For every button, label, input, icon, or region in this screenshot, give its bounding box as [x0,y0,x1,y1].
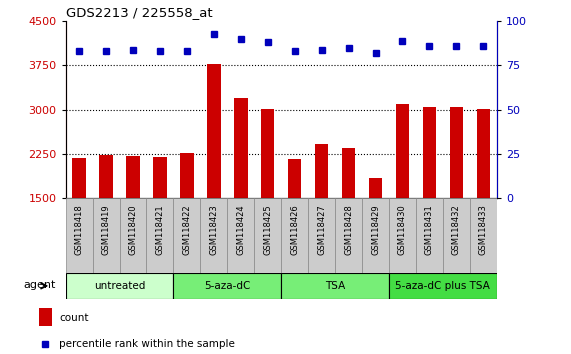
Text: GSM118419: GSM118419 [102,204,111,255]
Text: GSM118425: GSM118425 [263,204,272,255]
Bar [73,158,86,198]
Bar [174,198,200,273]
Bar [369,178,382,198]
Text: GSM118430: GSM118430 [398,204,407,255]
Text: 5-aza-dC plus TSA: 5-aza-dC plus TSA [396,281,490,291]
Bar [477,109,490,198]
Bar [389,273,497,299]
Bar [200,198,227,273]
Bar [261,109,275,198]
Text: GDS2213 / 225558_at: GDS2213 / 225558_at [66,6,212,19]
Bar [119,198,147,273]
Text: TSA: TSA [325,281,345,291]
Bar [281,198,308,273]
Text: 5-aza-dC: 5-aza-dC [204,281,251,291]
Bar [470,198,497,273]
Bar [66,198,93,273]
Bar [362,198,389,273]
Text: GSM118420: GSM118420 [128,204,138,255]
Bar [281,273,389,299]
Bar [93,198,119,273]
Text: GSM118422: GSM118422 [182,204,191,255]
Text: GSM118421: GSM118421 [155,204,164,255]
Bar [449,107,463,198]
Text: GSM118431: GSM118431 [425,204,434,255]
Text: GSM118418: GSM118418 [75,204,83,255]
Bar [66,273,174,299]
Text: GSM118427: GSM118427 [317,204,326,255]
Bar [153,157,167,198]
Text: GSM118423: GSM118423 [210,204,218,255]
Bar [342,148,355,198]
Bar [423,107,436,198]
Bar [443,198,470,273]
Text: agent: agent [23,280,55,290]
Text: GSM118424: GSM118424 [236,204,246,255]
Bar [288,159,301,198]
Bar [39,308,52,326]
Bar [416,198,443,273]
Bar [126,156,140,198]
Bar [234,98,248,198]
Text: GSM118429: GSM118429 [371,204,380,255]
Bar [315,144,328,198]
Bar [207,64,220,198]
Bar [174,273,281,299]
Bar [308,198,335,273]
Text: GSM118428: GSM118428 [344,204,353,255]
Text: GSM118433: GSM118433 [479,204,488,255]
Bar [389,198,416,273]
Bar [227,198,254,273]
Text: count: count [59,313,89,323]
Text: GSM118426: GSM118426 [290,204,299,255]
Text: GSM118432: GSM118432 [452,204,461,255]
Bar [254,198,281,273]
Bar [180,153,194,198]
Text: untreated: untreated [94,281,145,291]
Bar [396,104,409,198]
Bar [335,198,362,273]
Text: percentile rank within the sample: percentile rank within the sample [59,339,235,349]
Bar [99,155,113,198]
Bar [147,198,174,273]
